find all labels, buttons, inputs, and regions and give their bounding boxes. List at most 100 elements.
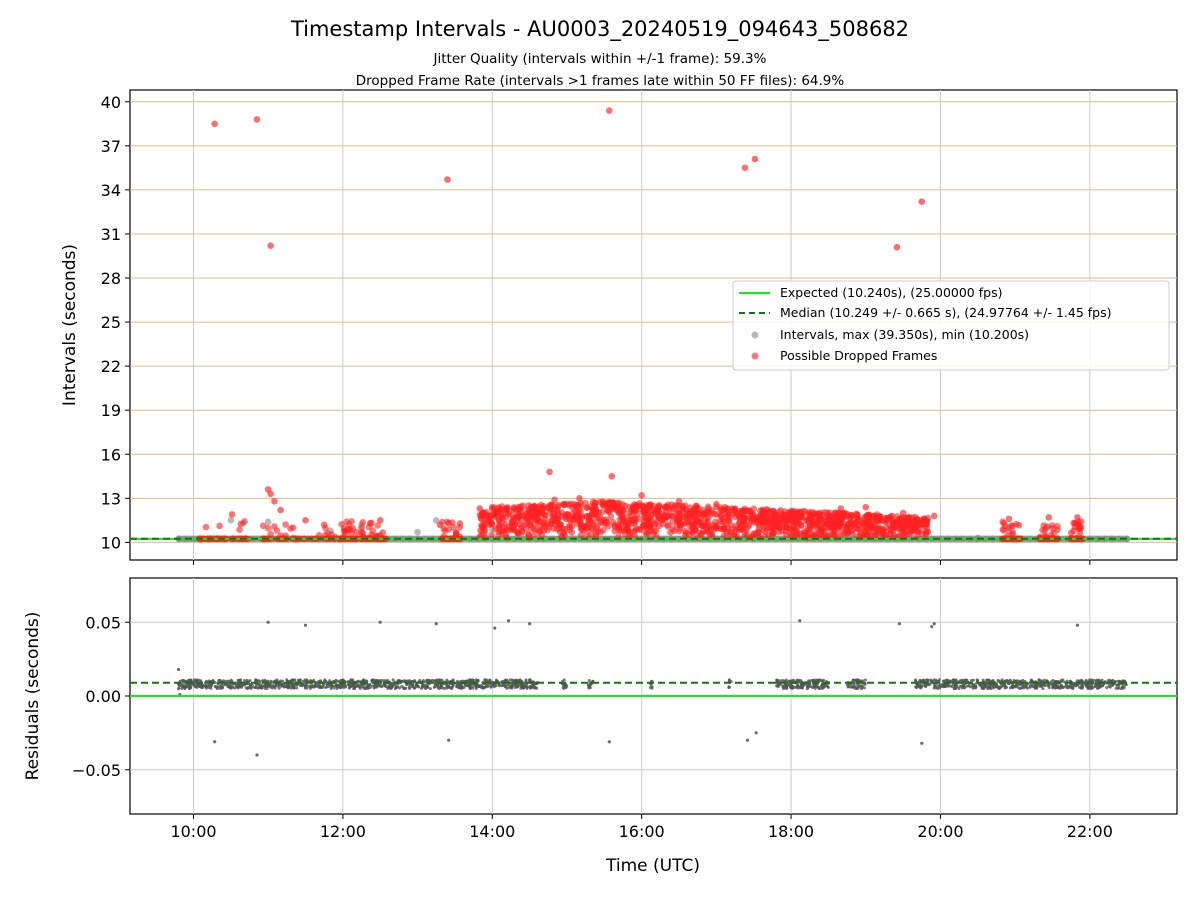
dropped-frame-point <box>893 243 901 251</box>
dropped-frame-point <box>282 521 289 528</box>
dropped-frame-point <box>901 529 908 536</box>
dropped-frame-point <box>445 519 453 527</box>
residual-point <box>308 687 312 691</box>
dropped-frame-point <box>488 531 495 539</box>
intervals-plot-area <box>129 89 1178 561</box>
dropped-frame-point <box>546 468 553 476</box>
dropped-frame-point <box>529 513 537 520</box>
residual-point <box>370 684 374 688</box>
residual-point <box>528 685 532 689</box>
residual-point <box>845 683 849 687</box>
dropped-frame-point <box>693 515 700 523</box>
residual-point <box>860 684 864 688</box>
residual-point <box>1059 678 1063 682</box>
dropped-frame-point <box>865 522 873 529</box>
dropped-frame-point <box>666 512 674 519</box>
residual-point <box>776 684 780 688</box>
residual-point <box>447 738 451 742</box>
residual-point <box>533 682 537 686</box>
residual-point <box>897 622 901 626</box>
residual-point <box>180 686 184 690</box>
residual-point <box>775 678 779 682</box>
dropped-frame-point <box>807 525 815 533</box>
residual-point <box>960 684 964 688</box>
y-tick-label: 34 <box>101 181 121 200</box>
dropped-frame-point <box>1005 524 1013 532</box>
residual-point <box>391 681 395 685</box>
residual-point <box>280 683 284 687</box>
residual-point <box>200 686 204 690</box>
residual-point <box>456 682 460 686</box>
residual-point <box>528 678 532 682</box>
residual-point <box>474 683 478 687</box>
dropped-frame-point <box>536 522 544 530</box>
dropped-frame-point <box>366 519 374 527</box>
dropped-frame-point <box>525 509 532 516</box>
residual-point <box>293 678 297 682</box>
residual-point <box>971 686 975 690</box>
residual-point <box>347 683 351 687</box>
residual-point <box>233 686 237 690</box>
dropped-frame-point <box>853 515 861 522</box>
dropped-frame-point <box>675 497 683 505</box>
dropped-frame-point <box>592 515 600 522</box>
residual-point <box>799 679 803 683</box>
residual-point <box>1110 684 1114 688</box>
dropped-frame-point <box>228 511 236 518</box>
residual-point <box>292 686 296 690</box>
dropped-frame-point <box>379 529 387 536</box>
dropped-frame-point <box>513 506 520 513</box>
dropped-frame-point <box>770 529 777 537</box>
dropped-frame-point <box>717 525 725 533</box>
dropped-frame-point <box>652 505 660 513</box>
dropped-frame-point <box>681 527 689 535</box>
residual-point <box>798 619 802 623</box>
residual-point <box>562 678 566 682</box>
residual-point <box>1046 684 1050 688</box>
dropped-frame-point <box>679 503 687 510</box>
residual-point <box>1105 686 1109 690</box>
y-tick-label: 19 <box>101 401 121 420</box>
dropped-frame-point <box>510 517 517 524</box>
residual-point <box>849 685 853 689</box>
dropped-frame-point <box>1050 529 1058 537</box>
dropped-frame-point <box>844 530 851 537</box>
residual-point <box>988 683 992 687</box>
residual-point <box>493 683 497 687</box>
legend-box <box>732 280 1170 371</box>
residual-point <box>805 684 809 688</box>
dropped-frame-point <box>678 521 685 529</box>
dropped-frame-point <box>504 504 511 511</box>
dropped-frame-point <box>887 513 895 521</box>
residual-point <box>245 678 249 682</box>
legend-intervals-label: Intervals, max (39.350s), min (10.200s) <box>780 327 1029 342</box>
residual-point <box>969 685 973 689</box>
residual-point <box>1114 686 1118 690</box>
residual-point <box>290 684 294 688</box>
dropped-frame-point <box>646 507 654 514</box>
dropped-frame-point <box>918 198 926 205</box>
dropped-frame-point <box>525 502 532 509</box>
x-tick-label: 18:00 <box>768 822 814 841</box>
dropped-frame-point <box>895 525 903 532</box>
dropped-frame-point <box>620 517 628 524</box>
residual-point <box>985 678 989 682</box>
residual-point <box>799 683 803 687</box>
residual-point <box>393 683 397 687</box>
residual-point <box>401 686 405 690</box>
residual-point <box>295 686 299 690</box>
residual-point <box>855 682 859 686</box>
dropped-frame-point <box>690 521 698 528</box>
y-tick-label: 10 <box>101 533 121 552</box>
residual-point <box>1107 684 1111 688</box>
dropped-frame-point <box>527 522 534 529</box>
residual-point <box>204 680 208 684</box>
residual-point <box>1121 683 1125 687</box>
dropped-frame-point <box>638 492 645 499</box>
residual-point <box>1043 678 1047 682</box>
dropped-frame-point <box>831 532 839 540</box>
residual-point <box>220 683 224 687</box>
dropped-frame-point <box>578 526 586 533</box>
dropped-frame-point <box>618 508 625 515</box>
dropped-frame-point <box>695 529 703 536</box>
